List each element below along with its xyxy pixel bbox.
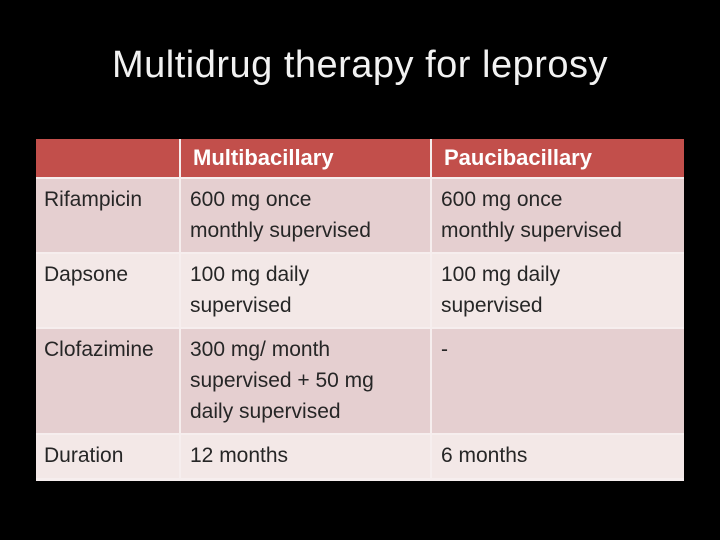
duration-paucibacillary-cell: 6 months bbox=[432, 435, 684, 478]
clofazimine-paucibacillary-cell: - bbox=[432, 329, 684, 433]
drug-name-clofazimine: Clofazimine bbox=[36, 329, 179, 433]
slide-title: Multidrug therapy for leprosy bbox=[111, 44, 609, 86]
dapsone-paucibacillary-cell: 100 mg daily supervised bbox=[432, 254, 684, 327]
duration-multibacillary-cell: 12 months bbox=[181, 435, 430, 478]
drug-name-dapsone: Dapsone bbox=[36, 254, 179, 327]
header-cell-paucibacillary: Paucibacillary bbox=[432, 139, 684, 177]
dapsone-multibacillary-cell: 100 mg daily supervised bbox=[181, 254, 430, 327]
rifampicin-paucibacillary-cell: 600 mg once monthly supervised bbox=[432, 179, 684, 252]
multidrug-therapy-table: Multibacillary Paucibacillary Rifampicin… bbox=[36, 139, 684, 481]
clofazimine-multibacillary-cell: 300 mg/ month supervised + 50 mg daily s… bbox=[181, 329, 430, 433]
header-cell-empty bbox=[36, 139, 179, 177]
header-cell-multibacillary: Multibacillary bbox=[181, 139, 430, 177]
duration-label: Duration bbox=[36, 435, 179, 478]
drug-name-rifampicin: Rifampicin bbox=[36, 179, 179, 252]
rifampicin-multibacillary-cell: 600 mg once monthly supervised bbox=[181, 179, 430, 252]
